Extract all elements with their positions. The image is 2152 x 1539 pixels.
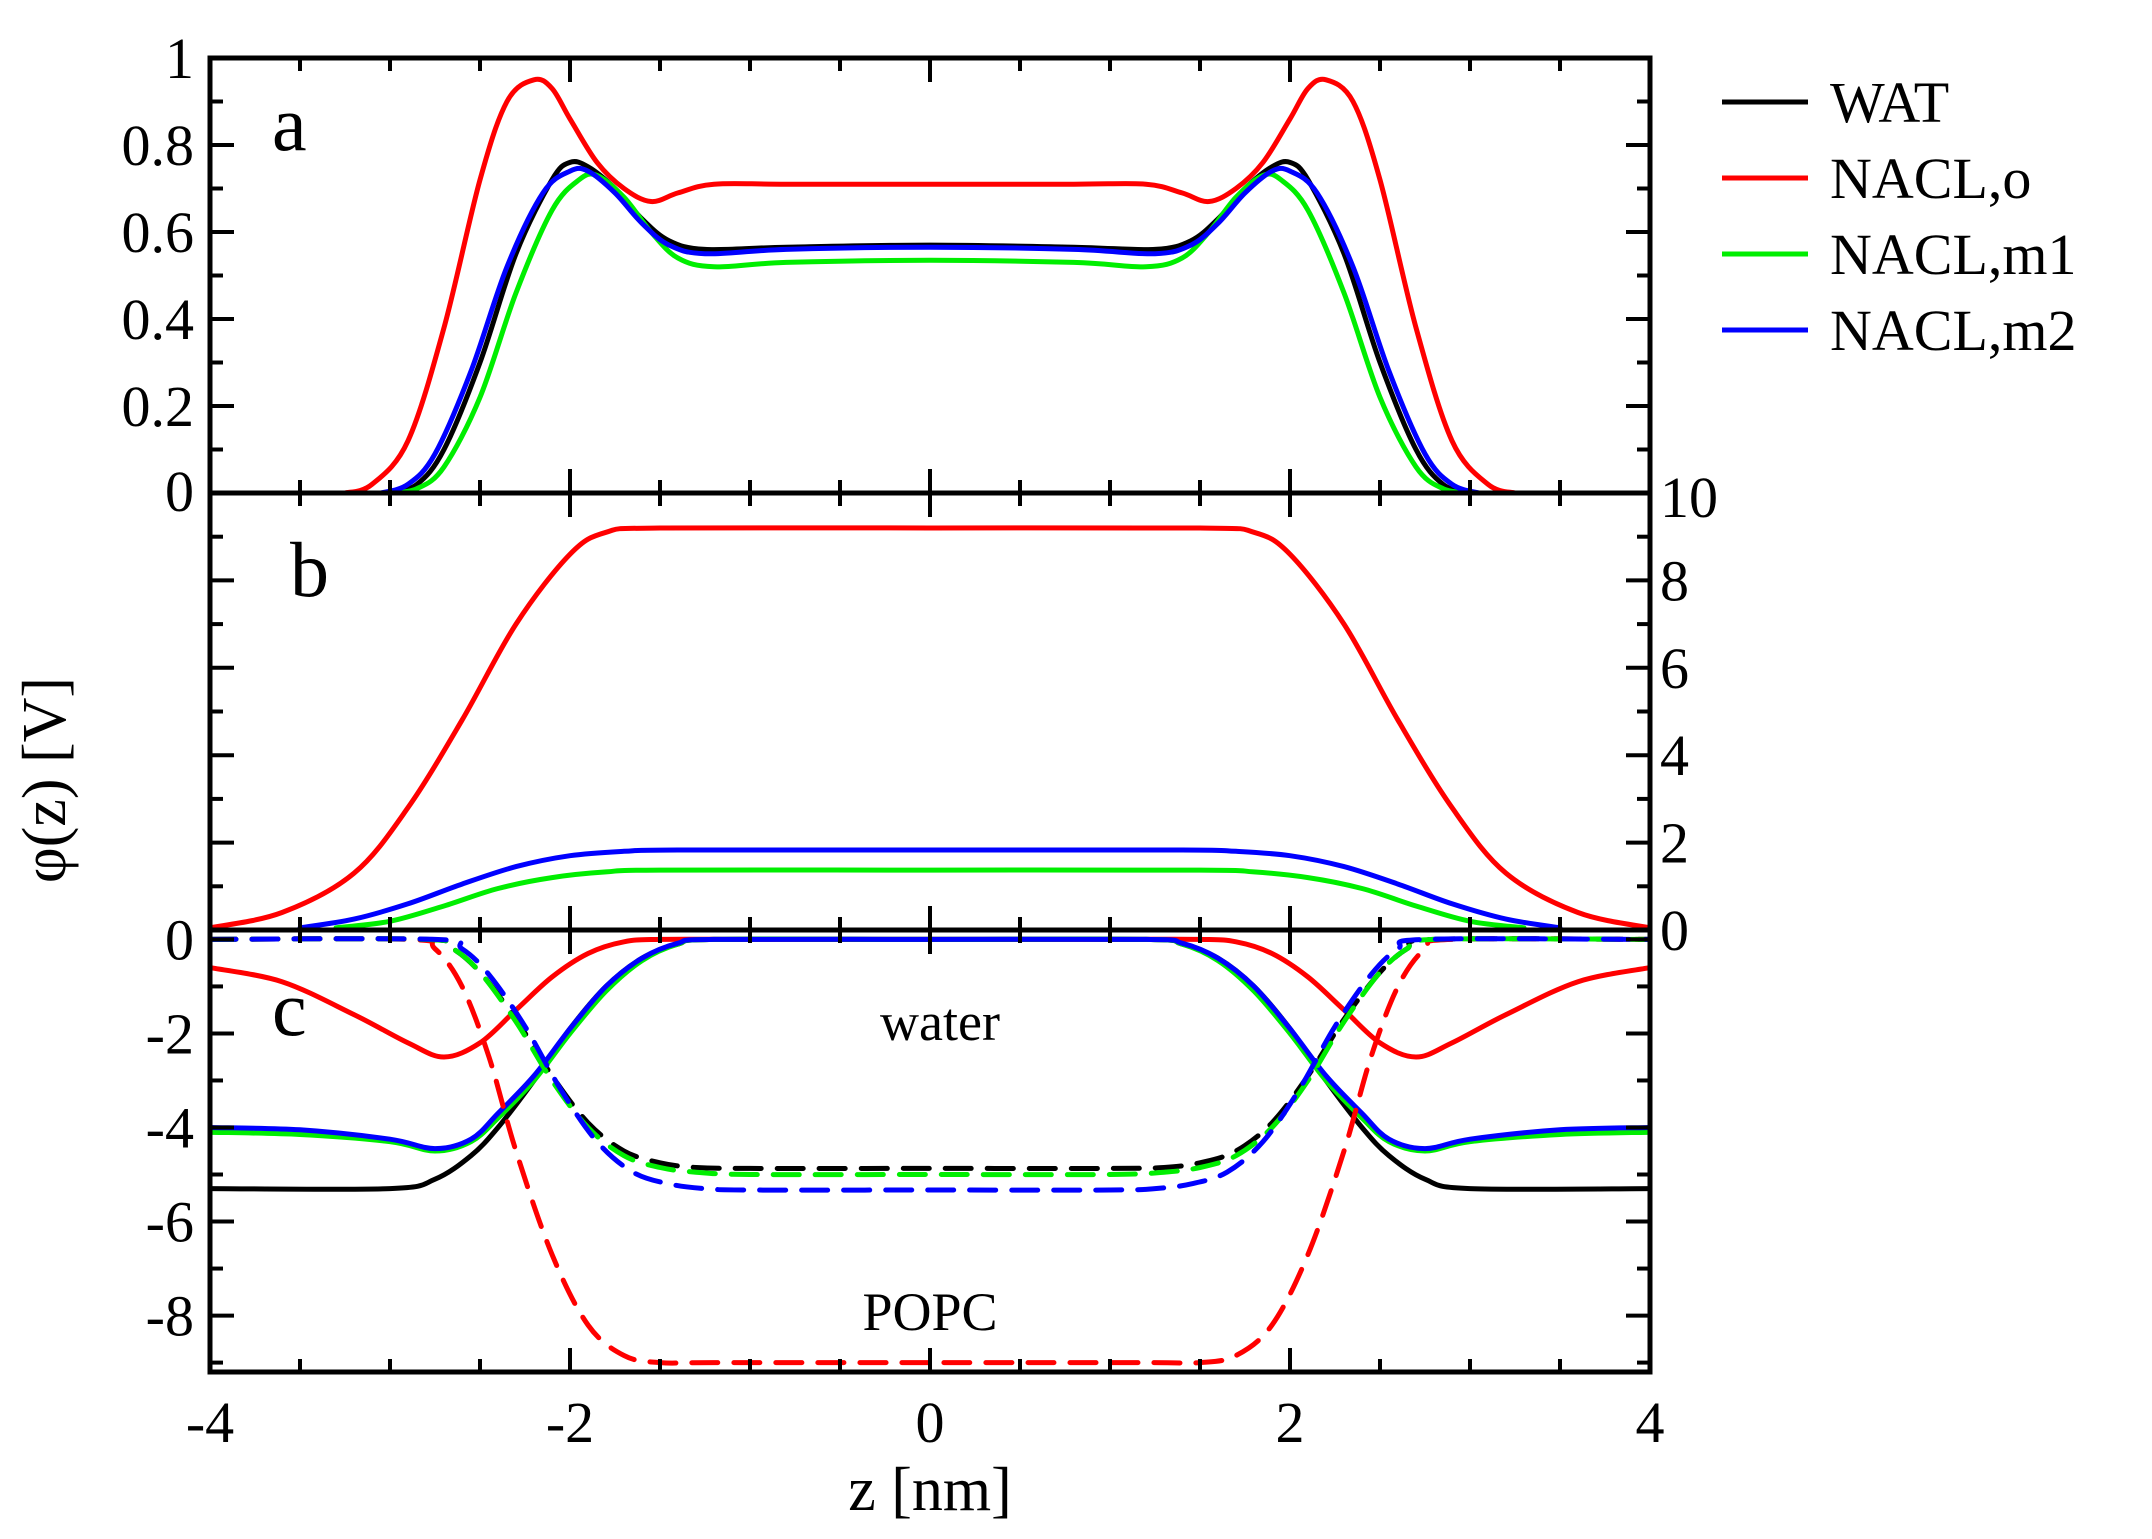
series-line-a-nacl-m1 (387, 171, 1473, 496)
y-tick-label-a: 1 (165, 26, 194, 91)
y-axis-title: φ(z) [V] (11, 677, 79, 883)
x-tick-label: -4 (186, 1390, 234, 1455)
x-tick-label: 2 (1276, 1390, 1305, 1455)
y-tick-label-a: 0.8 (122, 113, 195, 178)
x-tick-labels: -4 -2 0 2 4 (186, 1390, 1665, 1455)
panel-b: 0 2 4 6 8 10 b (207, 465, 1718, 963)
panel-a-letter: a (272, 80, 307, 167)
y-tick-label-b: 4 (1660, 723, 1689, 788)
y-tick-label-c: -4 (146, 1095, 194, 1160)
panel-c: 0 -2 -4 -6 -8 c water POPC (146, 907, 1653, 1375)
y-tick-label-a: 0.2 (122, 374, 195, 439)
panel-b-ticks: 0 2 4 6 8 10 (208, 465, 1718, 963)
panel-a: 0 0.2 0.4 0.6 0.8 1 a (122, 26, 1653, 524)
y-tick-label-a: 0.6 (122, 200, 195, 265)
y-tick-label-a: 0.4 (122, 287, 195, 352)
legend-label: NACL,m2 (1830, 298, 2077, 363)
panel-a-series (342, 76, 1518, 496)
annotation-water: water (880, 992, 1000, 1052)
y-tick-label-c: -6 (146, 1190, 194, 1255)
panel-b-letter: b (290, 526, 329, 613)
series-line-a-nacl-m2 (378, 165, 1482, 496)
legend-label: NACL,o (1830, 146, 2031, 211)
series-line-b-nacl-m2 (297, 847, 1563, 931)
x-tick-label: 0 (916, 1390, 945, 1455)
y-tick-label-c: -2 (146, 1001, 194, 1066)
series-line-b-nacl-o (207, 525, 1653, 931)
y-tick-label-c: -8 (146, 1284, 194, 1349)
legend: WAT NACL,o NACL,m1 NACL,m2 (1722, 70, 2077, 363)
x-tick-label: 4 (1636, 1390, 1665, 1455)
y-tick-label-b: 2 (1660, 811, 1689, 876)
series-line-b-nacl-m1 (333, 867, 1527, 931)
y-tick-label-b: 8 (1660, 548, 1689, 613)
series-line-c-nacl-m2-popc (207, 936, 1653, 1193)
panel-c-letter: c (272, 965, 307, 1052)
x-axis-title: z [nm] (848, 1456, 1012, 1524)
legend-label: WAT (1830, 70, 1949, 135)
legend-label: NACL,m1 (1830, 222, 2077, 287)
panel-c-ticks: 0 -2 -4 -6 -8 (146, 907, 1652, 1372)
panel-b-series (207, 525, 1653, 931)
annotation-popc: POPC (862, 1282, 997, 1342)
y-tick-label-b: 0 (1660, 898, 1689, 963)
y-tick-label-c: 0 (165, 907, 194, 972)
y-tick-label-a: 0 (165, 459, 194, 524)
x-tick-label: -2 (546, 1390, 594, 1455)
y-tick-label-b: 6 (1660, 636, 1689, 701)
y-tick-label-b: 10 (1660, 465, 1718, 530)
series-line-a-nacl-o (342, 76, 1518, 496)
series-line-c-nacl-m1-popc (207, 936, 1653, 1178)
